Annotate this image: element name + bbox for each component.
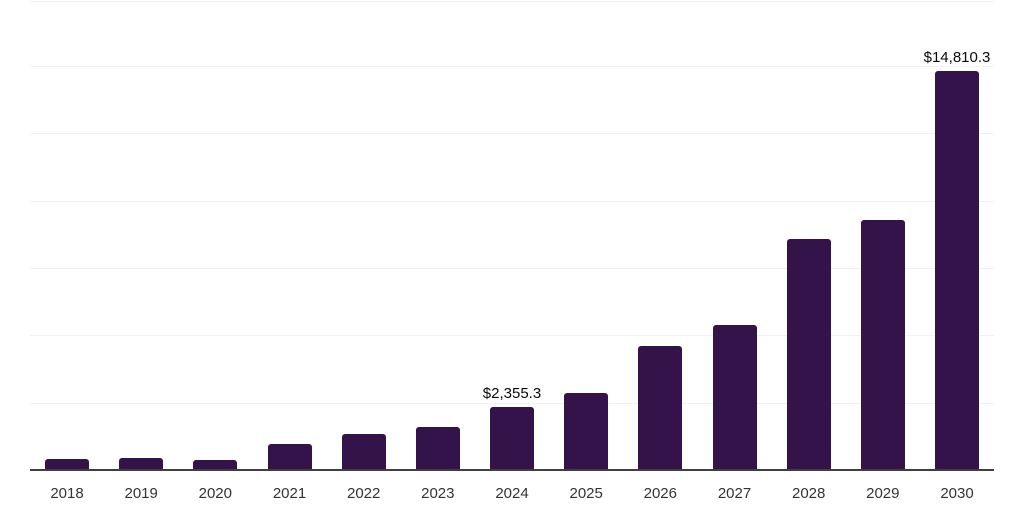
- gridline-5000: [30, 335, 994, 337]
- x-tick-2019: 2019: [124, 485, 158, 502]
- bar-2023: [415, 426, 460, 470]
- bar-2030: [935, 71, 979, 470]
- bar-2021: [267, 444, 312, 470]
- x-tick-2028: 2028: [792, 485, 826, 502]
- value-label-2030: $14,810.3: [923, 49, 991, 66]
- gridline-17500: [30, 1, 994, 2]
- bar-2024: [490, 406, 534, 470]
- x-tick-2027: 2027: [717, 485, 752, 502]
- gridline-15000: [30, 65, 994, 67]
- bar-2025: [564, 393, 609, 470]
- x-tick-2030: 2030: [940, 485, 974, 502]
- bar-2018: [45, 458, 89, 470]
- x-tick-2029: 2029: [866, 485, 900, 502]
- x-axis-line: [30, 469, 994, 471]
- x-tick-2020: 2020: [198, 485, 232, 502]
- gridline-2500: [30, 402, 994, 404]
- x-tick-2018: 2018: [50, 485, 84, 502]
- bar-2026: [638, 345, 683, 470]
- gridline-7500: [30, 267, 994, 269]
- x-tick-2025: 2025: [569, 485, 603, 502]
- x-tick-2021: 2021: [272, 485, 307, 502]
- x-tick-2024: 2024: [495, 485, 529, 502]
- value-label-2024: $2,355.3: [482, 384, 542, 402]
- bar-2019: [119, 458, 164, 470]
- bar-2027: [712, 324, 757, 470]
- bar-2022: [341, 434, 386, 470]
- gridline-10000: [30, 200, 994, 202]
- bar-2020: [193, 459, 238, 470]
- bar-2029: [860, 220, 905, 470]
- x-tick-2026: 2026: [643, 485, 677, 502]
- x-tick-2023: 2023: [421, 485, 455, 502]
- bar-2028: [786, 239, 831, 470]
- x-tick-2022: 2022: [347, 485, 381, 502]
- gridline-12500: [30, 133, 994, 135]
